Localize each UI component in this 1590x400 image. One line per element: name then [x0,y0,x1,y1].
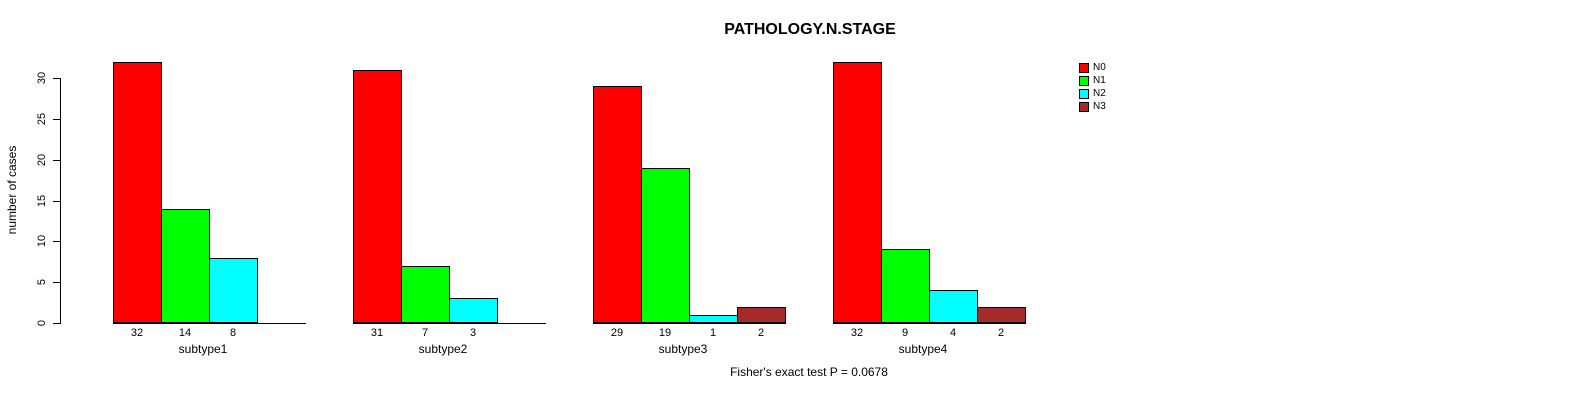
legend-swatch-icon [1079,75,1089,86]
bar-value-label: 29 [610,327,624,339]
bar-value-label: 8 [229,327,237,339]
legend-row-n3: N3 [1079,100,1106,113]
legend-label: N0 [1093,61,1106,73]
bar-value-label: 9 [901,327,909,339]
y-tick [53,78,60,79]
bar-n3 [977,307,1026,323]
legend-row-n0: N0 [1079,61,1106,74]
legend-swatch-icon [1079,88,1089,99]
legend-label: N1 [1093,74,1106,86]
x-axis-baseline [113,323,306,324]
y-tick [53,159,60,161]
y-tick-label: 30 [36,71,48,85]
bar-n1 [401,266,450,323]
legend-label: N2 [1093,87,1106,99]
annotation-text: Fisher's exact test P = 0.0678 [730,365,888,379]
bar-value-label: 2 [757,327,765,339]
bar-n1 [161,209,210,323]
group-label-subtype4: subtype4 [898,342,948,356]
bar-value-label: 2 [997,327,1005,339]
x-axis-baseline [353,323,546,324]
y-axis [60,78,61,324]
bar-value-label: 31 [370,327,384,339]
bar-n0 [353,70,402,323]
bar-n0 [593,86,642,323]
bar-value-label: 14 [178,327,192,339]
y-tick [53,200,60,202]
y-tick-label: 0 [36,319,48,327]
bar-n1 [881,249,930,323]
y-tick [53,282,60,284]
y-tick [53,323,60,324]
y-tick [53,241,60,243]
x-axis-baseline [593,323,786,324]
bar-value-label: 3 [469,327,477,339]
bar-n0 [113,62,162,323]
legend: N0 N1 N2 N3 [1079,61,1106,113]
bar-value-label: 1 [709,327,717,339]
bar-value-label: 32 [130,327,144,339]
legend-label: N3 [1093,100,1106,112]
y-tick-label: 10 [36,235,48,248]
bar-value-label: 4 [949,327,957,339]
group-label-subtype2: subtype2 [418,342,468,356]
group-label-subtype1: subtype1 [178,342,228,356]
y-tick-label: 15 [36,194,48,207]
legend-swatch-icon [1079,101,1089,112]
chart-title: PATHOLOGY.N.STAGE [724,21,896,38]
legend-row-n1: N1 [1079,74,1106,87]
bar-n2 [209,258,258,323]
y-tick [53,118,60,120]
bar-n1 [641,168,690,323]
bar-value-label: 19 [658,327,672,339]
bar-n3 [737,307,786,323]
bar-n0 [833,62,882,323]
y-tick-label: 20 [36,153,48,166]
group-label-subtype3: subtype3 [658,342,708,356]
bar-n2 [689,315,738,323]
y-tick-label: 25 [36,112,48,125]
bar-value-label: 7 [421,327,429,339]
y-axis-label: number of cases [5,145,19,235]
legend-swatch-icon [1079,62,1089,73]
legend-row-n2: N2 [1079,87,1106,100]
bar-n2 [929,290,978,323]
x-axis-baseline [833,323,1026,324]
bar-n2 [449,298,498,323]
bar-value-label: 32 [850,327,864,339]
y-tick-label: 5 [36,279,48,286]
